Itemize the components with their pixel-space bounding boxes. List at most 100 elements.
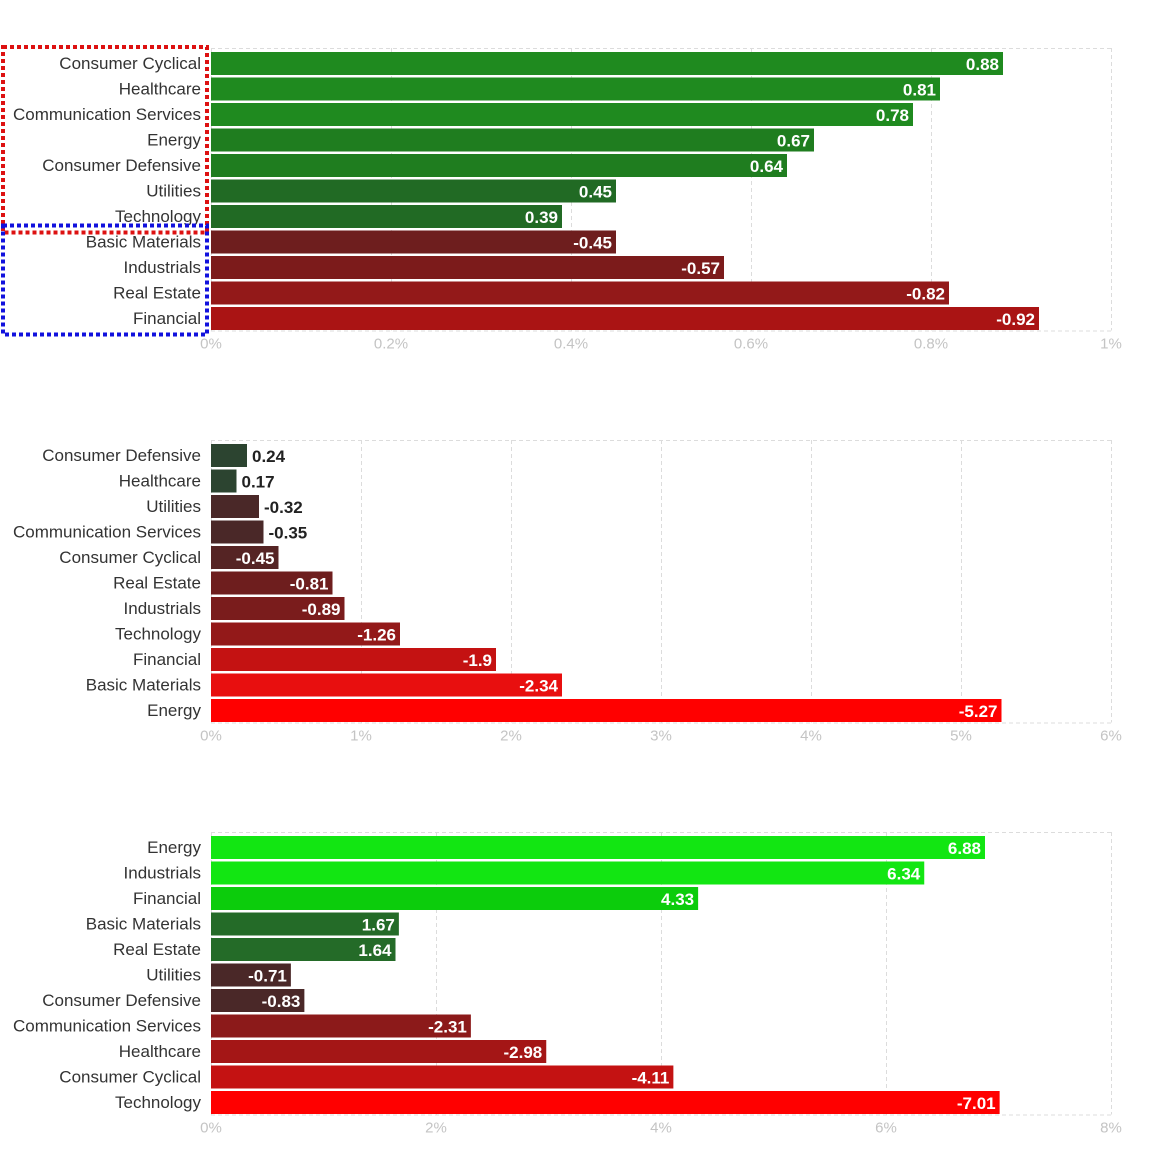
value-label: 0.78 <box>876 106 909 125</box>
category-label: Utilities <box>146 182 201 201</box>
category-label: Real Estate <box>113 940 201 959</box>
value-label: -0.57 <box>681 259 720 278</box>
bar[interactable] <box>211 495 259 518</box>
bar[interactable] <box>211 128 814 152</box>
category-label: Consumer Defensive <box>42 991 201 1010</box>
bar[interactable] <box>211 597 345 620</box>
highlight-box <box>1 223 209 337</box>
value-label: 0.45 <box>579 183 612 202</box>
value-label: -0.81 <box>290 575 329 594</box>
bar[interactable] <box>211 648 496 671</box>
value-label: -0.32 <box>264 498 303 517</box>
category-label: Financial <box>133 309 201 328</box>
month-performance-chart: 0% 2% 4% 6% 8% Energy 6.88 Industrials 6.34 Finan… <box>13 832 1122 1137</box>
category-label: Consumer Defensive <box>42 446 201 465</box>
axis-tick-label: 1% <box>1100 336 1122 353</box>
bar[interactable] <box>211 469 237 493</box>
axis-tick-label: 0% <box>200 728 222 745</box>
bar[interactable] <box>211 307 1039 330</box>
value-label: -2.98 <box>504 1043 543 1062</box>
bar[interactable] <box>211 963 291 987</box>
category-label: Technology <box>115 207 202 226</box>
value-label: -0.71 <box>248 967 287 986</box>
category-label: Communication Services <box>13 523 201 542</box>
axis-tick-label: 0.8% <box>914 336 948 353</box>
bar[interactable] <box>211 673 562 697</box>
category-label: Technology <box>115 1093 202 1112</box>
value-label: -1.26 <box>357 626 396 645</box>
value-label: -0.92 <box>996 310 1035 329</box>
bar[interactable] <box>211 52 1003 75</box>
value-label: 0.67 <box>777 132 810 151</box>
value-label: 0.81 <box>903 81 936 100</box>
day-performance-chart: 0% 0.2% 0.4% 0.6% 0.8% 1% Consumer Cyclical 0.8… <box>1 45 1122 353</box>
bar[interactable] <box>211 154 787 177</box>
value-label: 4.33 <box>661 890 694 909</box>
value-label: 0.17 <box>242 473 275 492</box>
bar[interactable] <box>211 281 949 305</box>
axis-tick-label: 0% <box>200 336 222 353</box>
category-label: Energy <box>147 701 201 720</box>
bar[interactable] <box>211 861 925 885</box>
value-label: -7.01 <box>957 1094 996 1113</box>
bar[interactable] <box>211 230 616 254</box>
axis-tick-label: 2% <box>500 728 522 745</box>
bar[interactable] <box>211 938 396 961</box>
category-label: Industrials <box>124 864 201 883</box>
value-label: -2.31 <box>428 1018 467 1037</box>
category-label: Financial <box>133 650 201 669</box>
value-label: -2.34 <box>519 677 558 696</box>
value-label: -0.82 <box>906 285 945 304</box>
axis-tick-label: 4% <box>650 1120 672 1137</box>
bar[interactable] <box>211 989 305 1012</box>
bar[interactable] <box>211 205 562 228</box>
value-label: -0.35 <box>269 524 308 543</box>
bar[interactable] <box>211 103 913 126</box>
category-label: Technology <box>115 625 202 644</box>
bar[interactable] <box>211 179 616 203</box>
bar[interactable] <box>211 1091 1000 1114</box>
axis-tick-label: 8% <box>1100 1120 1122 1137</box>
value-label: 0.64 <box>750 157 784 176</box>
bar[interactable] <box>211 887 699 910</box>
bar[interactable] <box>211 520 264 544</box>
category-label: Real Estate <box>113 284 201 303</box>
axis-tick-label: 0% <box>200 1120 222 1137</box>
value-label: 6.34 <box>887 865 921 884</box>
bar[interactable] <box>211 256 724 279</box>
axis-tick-label: 0.6% <box>734 336 768 353</box>
value-label: -0.83 <box>262 992 301 1011</box>
bar[interactable] <box>211 836 985 859</box>
bar[interactable] <box>211 912 399 936</box>
value-label: 6.88 <box>948 839 981 858</box>
highlight-box <box>1 45 209 235</box>
axis-tick-label: 2% <box>425 1120 447 1137</box>
bar[interactable] <box>211 622 400 646</box>
bar[interactable] <box>211 1065 674 1089</box>
category-label: Communication Services <box>13 105 201 124</box>
value-label: 0.39 <box>525 208 558 227</box>
category-label: Real Estate <box>113 574 201 593</box>
category-label: Basic Materials <box>86 233 201 252</box>
axis-tick-label: 0.4% <box>554 336 588 353</box>
category-label: Consumer Cyclical <box>59 54 201 73</box>
bar[interactable] <box>211 571 333 595</box>
value-label: 0.24 <box>252 447 286 466</box>
category-label: Consumer Defensive <box>42 156 201 175</box>
category-label: Communication Services <box>13 1017 201 1036</box>
category-label: Energy <box>147 838 201 857</box>
bar[interactable] <box>211 546 279 569</box>
category-label: Financial <box>133 889 201 908</box>
value-label: -0.89 <box>302 600 341 619</box>
bar[interactable] <box>211 444 247 467</box>
axis-tick-label: 1% <box>350 728 372 745</box>
bar[interactable] <box>211 1014 471 1038</box>
value-label: -4.11 <box>632 1069 670 1088</box>
bar[interactable] <box>211 1040 547 1063</box>
bar[interactable] <box>211 77 940 101</box>
bar[interactable] <box>211 699 1002 722</box>
category-label: Consumer Cyclical <box>59 548 201 567</box>
category-label: Utilities <box>146 497 201 516</box>
value-label: -1.9 <box>463 651 492 670</box>
